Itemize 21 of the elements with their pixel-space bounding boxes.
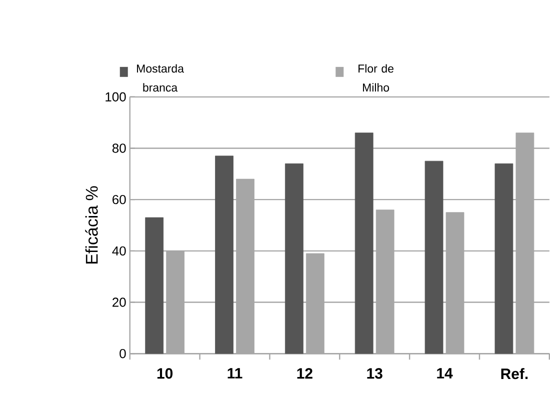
x-tick-label: 11 [228,368,242,379]
bar [215,156,234,354]
bar [494,164,514,354]
y-tick-label: 40 [112,246,126,256]
bar [354,132,374,354]
y-axis-title: Eficácia % [85,186,98,264]
x-tick-label: 14 [437,368,453,379]
y-tick-label: 20 [112,298,126,308]
bar [424,161,444,354]
x-tick-label: 12 [297,368,312,379]
y-tick-label: 80 [112,144,126,154]
x-tick-label: 10 [157,368,173,379]
legend-label: Flor de Milho [358,64,394,92]
y-tick-label: 60 [112,195,126,204]
y-tick-label: 0 [120,349,126,358]
bar [145,218,164,354]
legend-label: Mostarda branca [137,64,184,92]
bar [284,164,304,354]
y-tick-label: 100 [106,92,126,102]
x-tick-label: Ref. [501,368,528,380]
x-tick-label: 13 [367,368,382,379]
